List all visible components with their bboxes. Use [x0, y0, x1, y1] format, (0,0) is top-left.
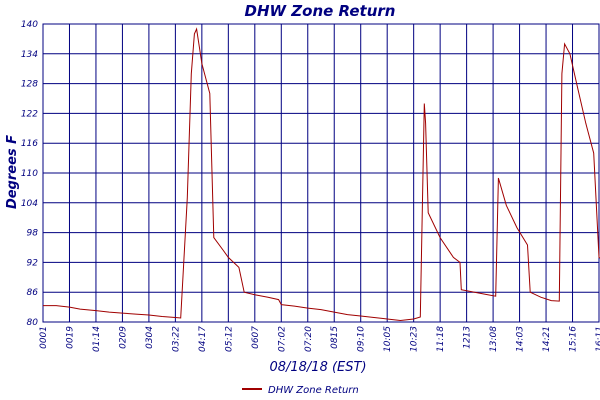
- x-tick-label: 11:18: [436, 326, 446, 352]
- legend-label: DHW Zone Return: [268, 385, 359, 396]
- y-tick-label: 98: [27, 229, 39, 239]
- y-tick-label: 110: [21, 169, 38, 179]
- x-tick-label: 10:23: [410, 326, 420, 352]
- x-tick-label: 15:16: [569, 326, 579, 352]
- x-tick-label: 09:10: [357, 326, 367, 352]
- y-tick-label: 128: [21, 80, 38, 90]
- series-layer: [43, 27, 600, 322]
- y-tick-label: 80: [27, 318, 39, 328]
- x-tick-label: 14:03: [516, 326, 526, 352]
- x-tick-label: 1213: [463, 326, 473, 349]
- x-tick-label: 04:17: [198, 326, 208, 352]
- x-tick-label: 0209: [118, 326, 128, 349]
- y-tick-label: 140: [21, 20, 38, 30]
- x-tick-label: 10:05: [383, 326, 393, 352]
- legend: DHW Zone Return: [242, 385, 359, 396]
- x-tick-label: 05:12: [224, 326, 234, 352]
- x-tick-label: 0019: [65, 326, 75, 349]
- x-tick-label: 14:21: [542, 326, 552, 352]
- x-tick-label: 16:11: [595, 326, 600, 352]
- x-tick-label: 07:02: [277, 326, 287, 352]
- y-tick-label: 86: [27, 288, 39, 298]
- x-tick-label: 0815: [330, 326, 340, 349]
- x-tick-label: 0001: [39, 326, 49, 349]
- x-tick-label: 0304: [145, 326, 155, 349]
- series-line-dhw-zone-return: [43, 27, 600, 322]
- x-tick-label: 0607: [251, 326, 261, 349]
- x-tick-label: 13:08: [489, 326, 499, 352]
- y-axis-label: Degrees F: [5, 135, 20, 209]
- x-axis-label: 08/18/18 (EST): [269, 360, 366, 375]
- y-tick-label: 122: [21, 109, 38, 119]
- y-tick-label: 104: [21, 199, 38, 209]
- y-tick-labels: 80 86 92 98 104 110 116 122 128 134 140: [21, 20, 38, 328]
- chart-title: DHW Zone Return: [245, 2, 396, 20]
- x-tick-label: 03:22: [171, 326, 181, 352]
- y-tick-label: 116: [21, 139, 38, 149]
- x-tick-label: 07:20: [304, 326, 314, 352]
- x-tick-labels: 0001 0019 01:14 0209 0304 03:22 04:17 05:12 0607…: [39, 326, 600, 352]
- y-tick-label: 92: [27, 258, 39, 268]
- y-tick-label: 134: [21, 50, 38, 60]
- x-tick-label: 01:14: [92, 326, 102, 352]
- grid: [42, 23, 600, 323]
